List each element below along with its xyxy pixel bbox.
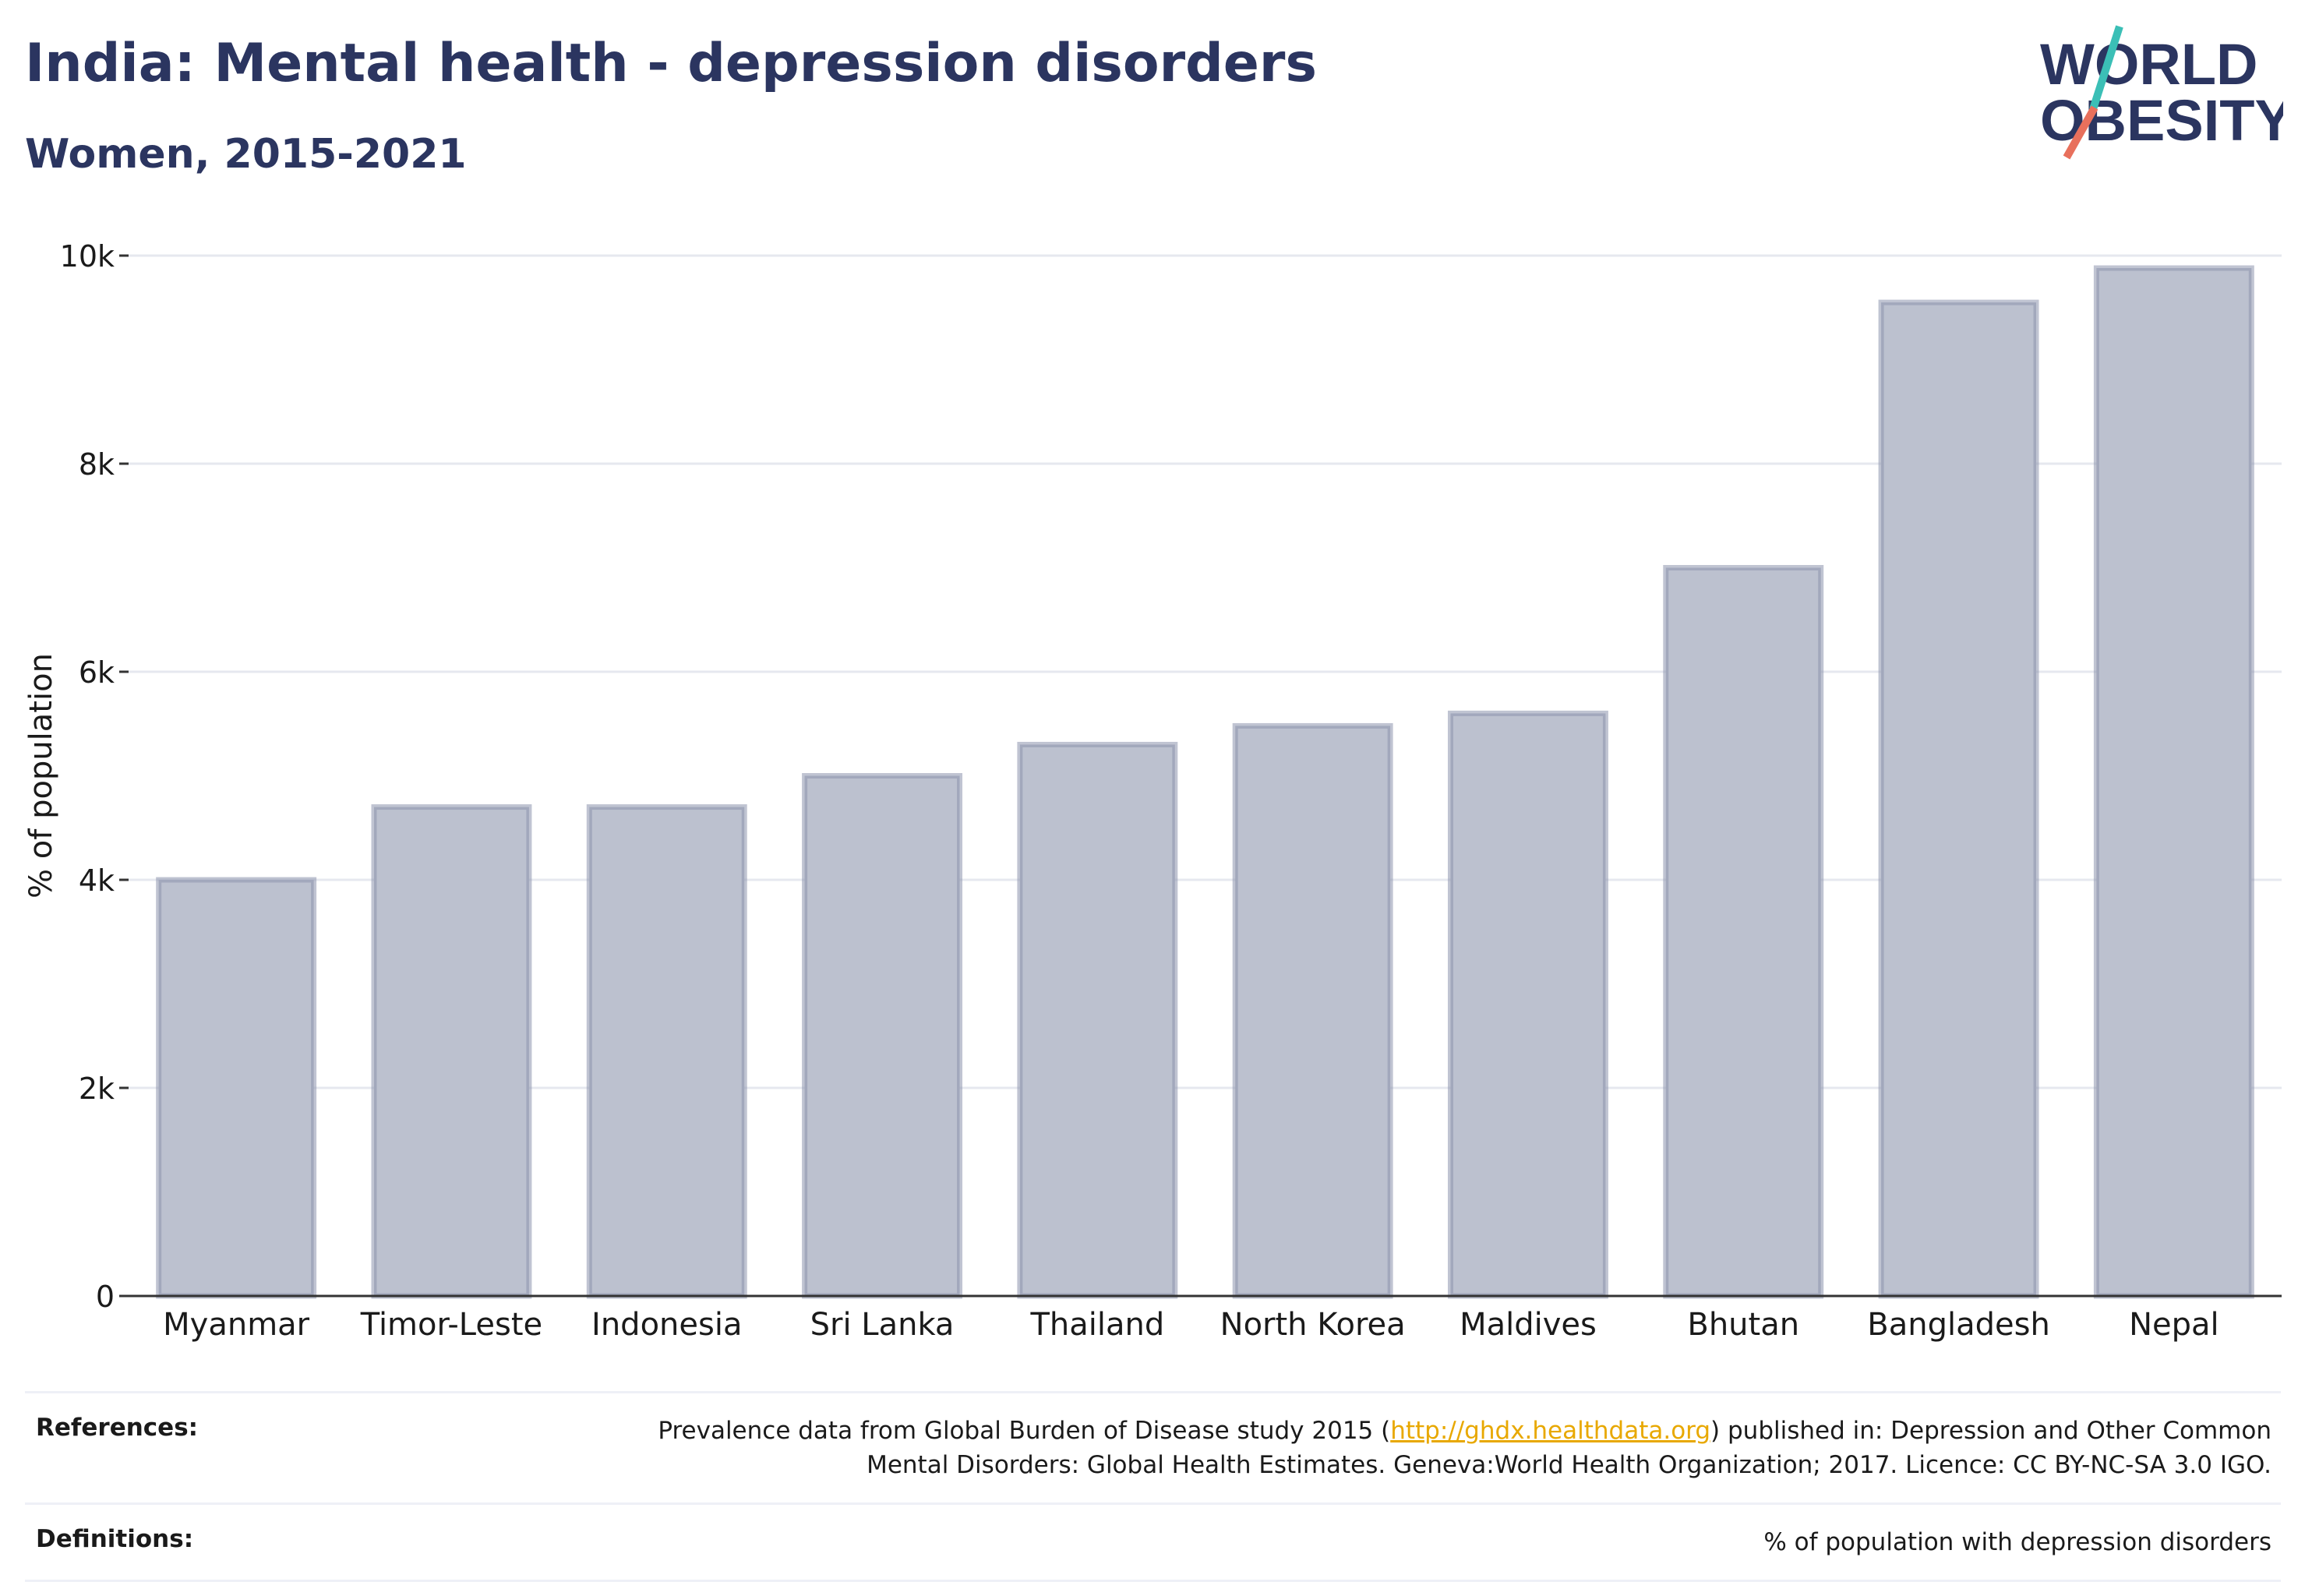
y-tick-label: 10k (60, 239, 115, 274)
y-axis-label: % of population (23, 653, 59, 899)
references-post: ) published in: Depression and Other Com… (867, 1417, 2271, 1479)
references-pre: Prevalence data from Global Burden of Di… (658, 1417, 1391, 1445)
bar-chart: 0 2k 4k 6k 8k 10k Myanmar Timor-Leste Indonesia… (23, 239, 2282, 1343)
y-tick-label: 4k (79, 863, 115, 898)
references-label: References: (36, 1414, 199, 1442)
bar[interactable] (802, 773, 963, 1299)
x-tick-label: Timor-Leste (360, 1307, 542, 1343)
x-tick-label: North Korea (1220, 1307, 1406, 1343)
x-tick-label: Nepal (2129, 1307, 2219, 1343)
references-link[interactable]: http://ghdx.healthdata.org (1390, 1417, 1711, 1445)
y-tick-label: 8k (79, 447, 115, 482)
logo-text-obesity: OBESITY (2040, 88, 2283, 153)
bar[interactable] (1663, 565, 1824, 1299)
definitions-text: % of population with depression disorder… (1763, 1528, 2271, 1556)
x-tick-label: Thailand (1029, 1307, 1164, 1343)
world-obesity-logo: WORLD OBESITY (2040, 25, 2283, 160)
bar[interactable] (156, 877, 317, 1299)
y-tick-label: 6k (79, 655, 115, 690)
bar[interactable] (1017, 741, 1178, 1299)
x-tick-label: Indonesia (591, 1307, 742, 1343)
references-row: References: Prevalence data from Global … (25, 1391, 2281, 1502)
y-tick-label: 2k (79, 1072, 115, 1106)
bar[interactable] (1878, 299, 2039, 1299)
chart-title: India: Mental health - depression disord… (25, 33, 1317, 94)
y-tick-labels: 0 2k 4k 6k 8k 10k (60, 239, 129, 1314)
definitions-label: Definitions: (36, 1525, 194, 1553)
x-tick-label: Bangladesh (1867, 1307, 2050, 1343)
logo-text-world: WORLD (2040, 32, 2258, 97)
bar[interactable] (371, 804, 532, 1299)
definitions-row: Definitions: % of population with depres… (25, 1502, 2281, 1582)
bar[interactable] (2093, 265, 2254, 1299)
y-tick-label: 0 (96, 1280, 115, 1314)
x-tick-labels: Myanmar Timor-Leste Indonesia Sri Lanka Thai… (163, 1307, 2219, 1343)
bar[interactable] (586, 804, 747, 1299)
bars (156, 265, 2254, 1299)
references-text: Prevalence data from Global Burden of Di… (604, 1414, 2271, 1482)
x-tick-label: Maldives (1460, 1307, 1597, 1343)
x-tick-label: Bhutan (1687, 1307, 1799, 1343)
bar[interactable] (1447, 710, 1608, 1299)
x-tick-label: Sri Lanka (810, 1307, 955, 1343)
chart-subtitle: Women, 2015-2021 (25, 131, 467, 178)
logo-slash-top (2089, 25, 2123, 111)
x-tick-label: Myanmar (163, 1307, 310, 1343)
footer: References: Prevalence data from Global … (25, 1391, 2281, 1582)
bar[interactable] (1232, 722, 1393, 1299)
logo-slash-bottom (2063, 105, 2099, 160)
